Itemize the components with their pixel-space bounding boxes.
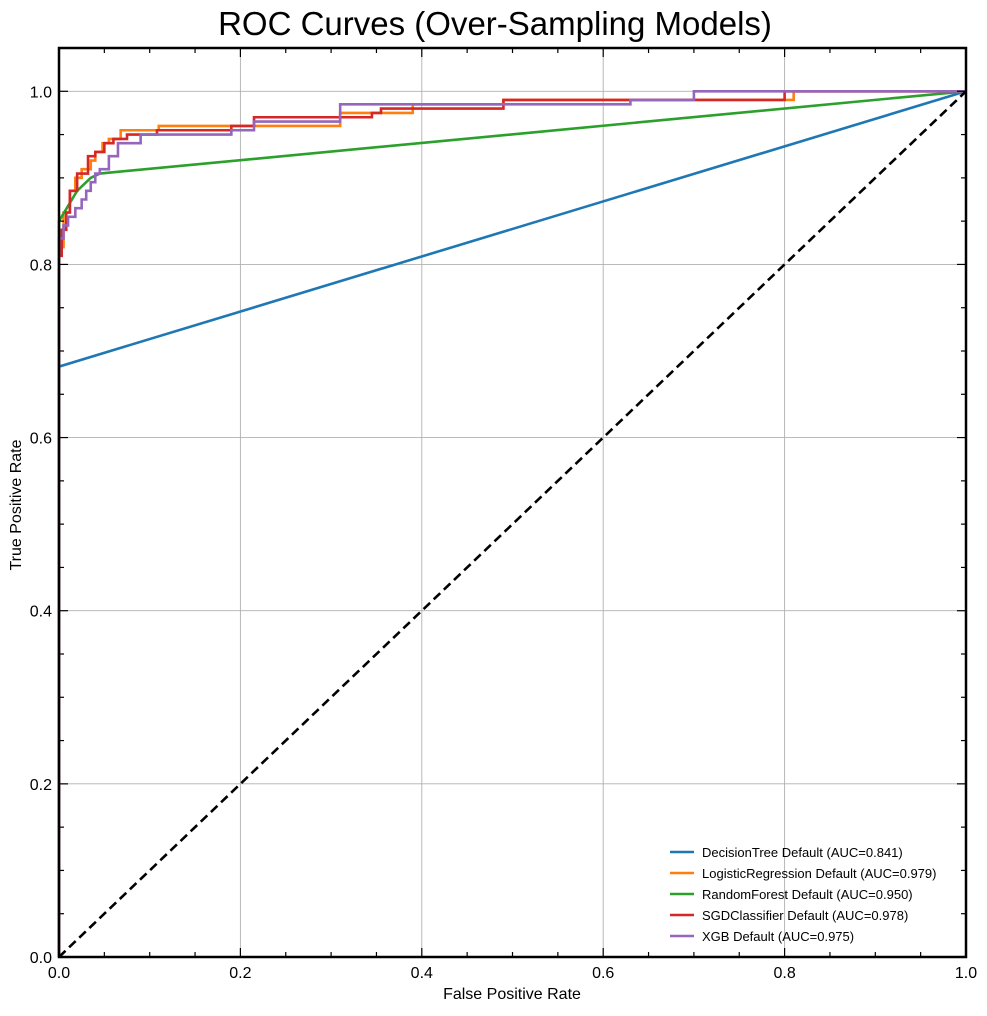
- legend-entry: RandomForest Default (AUC=0.950): [702, 887, 913, 902]
- x-tick-label: 0.0: [48, 965, 70, 982]
- chance-diagonal-line: [58, 90, 967, 958]
- y-tick-label: 1.0: [30, 84, 52, 101]
- x-tick-label: 1.0: [955, 965, 977, 982]
- series-line-5: [57, 89, 966, 957]
- ticks-layer: 0.0 0.2 0.4 0.6 0.8 1.0 0.0 0.2 0.4 0.6 0.8 1.0: [30, 47, 977, 982]
- x-tick-label: 0.4: [411, 965, 433, 982]
- plot-frame: [57, 46, 968, 959]
- legend-entry: XGB Default (AUC=0.975): [702, 929, 854, 944]
- legend-entry: SGDClassifier Default (AUC=0.978): [702, 908, 908, 923]
- legend-entry: DecisionTree Default (AUC=0.841): [702, 845, 903, 860]
- grid-layer: [59, 48, 966, 957]
- y-tick-label: 0.8: [30, 257, 52, 274]
- x-axis-label: False Positive Rate: [443, 986, 581, 1003]
- legend-entry: LogisticRegression Default (AUC=0.979): [702, 866, 936, 881]
- y-tick-label: 0.2: [30, 777, 52, 794]
- y-tick-label: 0.4: [30, 604, 52, 621]
- y-tick-label: 0.0: [30, 950, 52, 967]
- chart-title: ROC Curves (Over-Sampling Models): [218, 5, 772, 42]
- x-tick-label: 0.2: [229, 965, 251, 982]
- legend: DecisionTree Default (AUC=0.841) Logistic…: [670, 845, 936, 944]
- series-layer: [57, 89, 967, 958]
- y-tick-label: 0.6: [30, 431, 52, 448]
- y-axis-label: True Positive Rate: [8, 439, 25, 570]
- x-tick-label: 0.8: [773, 965, 795, 982]
- x-tick-label: 0.6: [592, 965, 614, 982]
- series-line-4: [57, 89, 966, 957]
